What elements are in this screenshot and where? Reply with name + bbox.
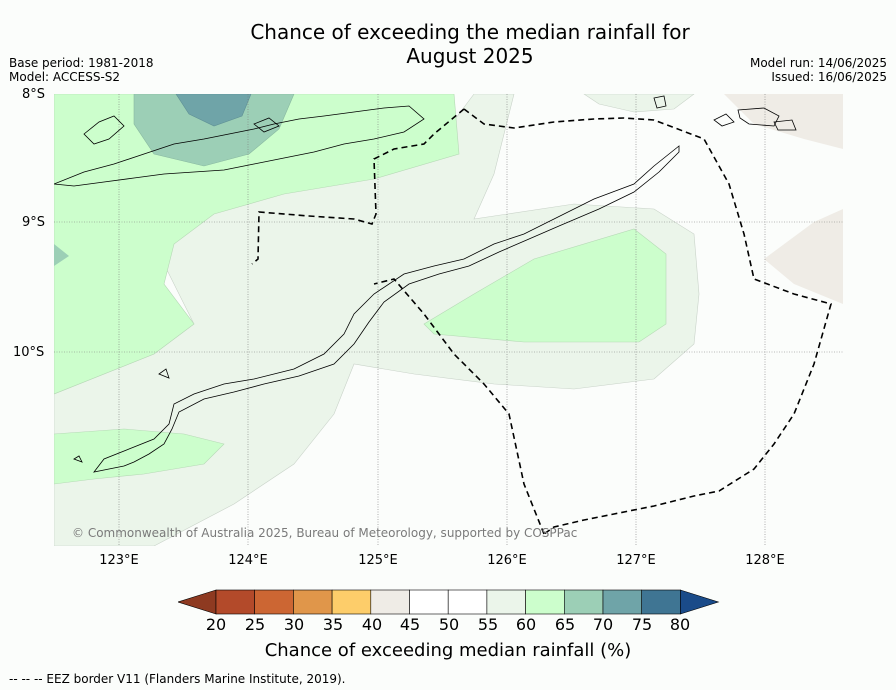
cb-tick-20: 20 xyxy=(205,615,227,634)
cb-tick-45: 45 xyxy=(399,615,421,634)
cb-tick-50: 50 xyxy=(438,615,460,634)
colorbar-cell xyxy=(641,589,681,615)
cb-tick-75: 75 xyxy=(631,615,653,634)
map-title: Chance of exceeding the median rainfall … xyxy=(0,20,896,68)
contour-40-45-e xyxy=(764,209,843,304)
cb-tick-25: 25 xyxy=(244,615,266,634)
model-name: Model: ACCESS-S2 xyxy=(9,70,121,84)
rainfall-map xyxy=(54,94,843,546)
contour-65-70-edge xyxy=(54,244,69,266)
lon-label-128e: 128°E xyxy=(745,553,785,568)
colorbar-cell xyxy=(293,589,333,615)
copyright-note: © Commonwealth of Australia 2025, Bureau… xyxy=(72,526,578,540)
meta-right: Model run: 14/06/2025 Issued: 16/06/2025 xyxy=(750,56,887,84)
base-period: Base period: 1981-2018 xyxy=(9,56,154,70)
graticule xyxy=(54,94,843,546)
contour-60-65-central xyxy=(423,228,667,343)
colorbar-cell xyxy=(447,589,488,615)
colorbar-cell xyxy=(525,589,565,615)
meta-left: Base period: 1981-2018 Model: ACCESS-S2 xyxy=(9,56,154,84)
title-line-1: Chance of exceeding the median rainfall … xyxy=(250,20,690,44)
lat-label-9s: 9°S xyxy=(22,215,46,230)
contour-70-75 xyxy=(175,94,252,127)
lon-label-127e: 127°E xyxy=(616,553,656,568)
lon-label-123e: 123°E xyxy=(99,553,139,568)
colorbar-cell xyxy=(409,589,449,615)
cb-tick-60: 60 xyxy=(515,615,537,634)
lat-label-10s: 10°S xyxy=(13,345,45,360)
colorbar-cell xyxy=(563,589,604,615)
contour-65-70 xyxy=(133,94,295,167)
colorbar-cell xyxy=(215,589,256,615)
model-run: Model run: 14/06/2025 xyxy=(749,56,887,70)
colorbar-cell xyxy=(254,589,294,615)
contour-60-65-south xyxy=(54,428,225,485)
coastlines xyxy=(54,95,797,473)
colorbar-arrow-high xyxy=(680,589,720,615)
cb-tick-80: 80 xyxy=(669,615,691,634)
eez-border xyxy=(251,108,832,535)
lat-label-8s: 8°S xyxy=(22,87,46,102)
cb-tick-70: 70 xyxy=(592,615,614,634)
colorbar-cell xyxy=(602,589,643,615)
cb-tick-35: 35 xyxy=(322,615,344,634)
cb-tick-40: 40 xyxy=(361,615,383,634)
colorbar xyxy=(178,589,720,615)
issued-date: Issued: 16/06/2025 xyxy=(771,70,887,84)
lon-label-124e: 124°E xyxy=(228,553,268,568)
cb-tick-55: 55 xyxy=(477,615,499,634)
colorbar-cell xyxy=(370,589,410,615)
contour-60-65-west xyxy=(54,94,460,395)
contour-40-45-ne xyxy=(724,94,843,149)
eez-footnote: -- -- -- EEZ border V11 (Flanders Marine… xyxy=(9,672,346,686)
title-line-2: August 2025 xyxy=(406,44,534,68)
lon-label-126e: 126°E xyxy=(487,553,527,568)
colorbar-cell xyxy=(486,589,526,615)
colorbar-cell xyxy=(331,589,372,615)
cb-tick-30: 30 xyxy=(283,615,305,634)
colorbar-label: Chance of exceeding median rainfall (%) xyxy=(264,640,632,661)
colorbar-arrow-low xyxy=(178,589,217,615)
lon-label-125e: 125°E xyxy=(358,553,398,568)
contour-55-60-ne xyxy=(583,94,695,113)
cb-tick-65: 65 xyxy=(554,615,576,634)
